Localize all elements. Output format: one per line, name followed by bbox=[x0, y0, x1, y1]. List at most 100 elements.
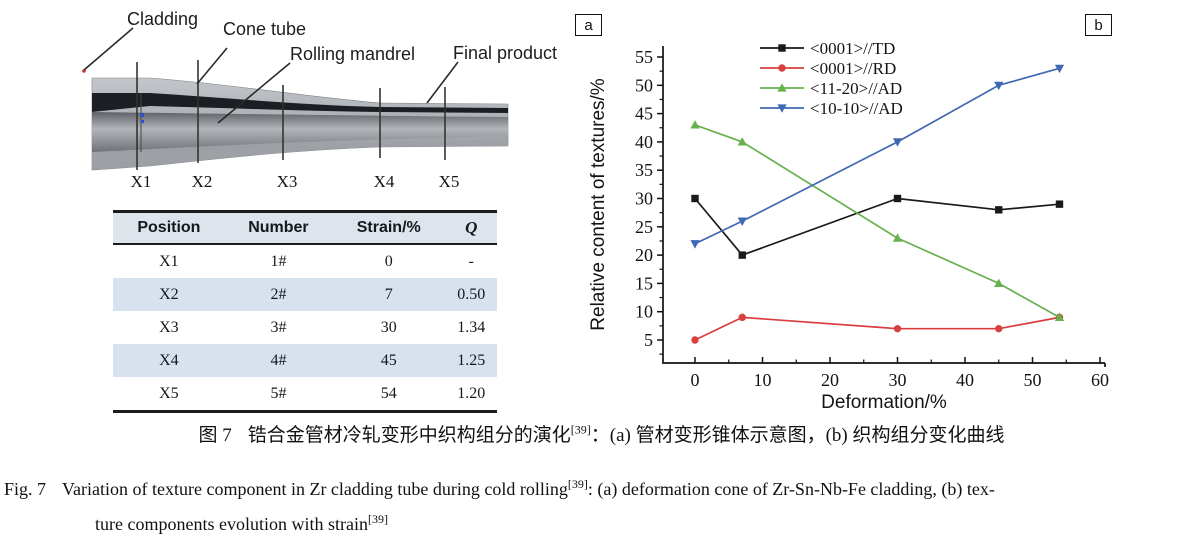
data-point-marker bbox=[690, 120, 700, 129]
caption-en-line2-text: ture components evolution with strain bbox=[95, 514, 368, 534]
caption-en-part2: : (a) deformation cone of Zr-Sn-Nb-Fe cl… bbox=[587, 479, 995, 499]
table-cell: 3# bbox=[270, 318, 287, 336]
y-tick-label: 15 bbox=[635, 273, 653, 293]
position-label-x5: X5 bbox=[439, 172, 460, 191]
table-cell: 7 bbox=[332, 278, 446, 311]
panel-a-letter: a bbox=[575, 14, 602, 36]
rolling-mandrel-shaft bbox=[92, 112, 508, 152]
position-label-x1: X1 bbox=[131, 172, 152, 191]
texture-content-chart: 0 10 20 30 40 50 60 5 10 15 20 25 30 35 40 45 50 55 Deform… bbox=[590, 39, 1109, 413]
caption-zh-fig: 图 7 bbox=[198, 425, 232, 446]
caption-en-line1: Fig. 7 Variation of texture component in … bbox=[4, 477, 995, 500]
caption-en-fig: Fig. 7 bbox=[4, 479, 47, 499]
data-point-marker bbox=[1054, 312, 1065, 321]
table-cell: 4# bbox=[224, 344, 333, 377]
cone-tube-leader-line bbox=[196, 47, 228, 85]
position-label-x2: X2 bbox=[192, 172, 213, 191]
data-point-marker bbox=[892, 233, 903, 242]
y-axis-title: Relative content of textures/% bbox=[590, 78, 609, 331]
tube-lower-wall bbox=[92, 141, 508, 170]
col-header-strain: Strain/% bbox=[332, 211, 446, 245]
y-tick-label: 45 bbox=[635, 104, 653, 124]
table-cell: X1 bbox=[159, 252, 179, 270]
data-point-marker bbox=[893, 324, 902, 333]
y-tick-label: 5 bbox=[644, 330, 653, 350]
y-tick-label: 30 bbox=[635, 189, 653, 209]
legend-marker bbox=[777, 83, 787, 92]
cone-tube-label: Cone tube bbox=[223, 19, 307, 39]
x-tick-label: 20 bbox=[821, 370, 839, 390]
data-point-marker bbox=[691, 336, 699, 344]
panel-b-letter: b bbox=[1085, 14, 1112, 36]
table-cell: 0.50 bbox=[445, 278, 497, 311]
table-cell: X3 bbox=[159, 318, 179, 336]
data-point-marker bbox=[892, 138, 903, 147]
cladding-label: Cladding bbox=[127, 9, 199, 29]
legend-label: <0001>//RD bbox=[810, 59, 896, 78]
caption-en-line2: ture components evolution with strain[39… bbox=[95, 512, 388, 535]
legend-label: <10-10>//AD bbox=[810, 99, 903, 118]
position-label-x4: X4 bbox=[374, 172, 395, 191]
table-cell: 54 bbox=[380, 384, 397, 402]
caption-en-ref1: [39] bbox=[567, 477, 588, 491]
y-tick-label: 25 bbox=[635, 217, 653, 237]
legend-label: <0001>//TD bbox=[810, 39, 895, 58]
table-cell: 1.34 bbox=[457, 318, 486, 336]
table-row-x3: X3 3# 30 1.34 bbox=[113, 311, 497, 344]
x-tick-label: 0 bbox=[691, 370, 700, 390]
caption-zh-text: 锆合金管材冷轧变形中织构组分的演化 bbox=[247, 425, 571, 446]
caption-zh: 图 7 锆合金管材冷轧变形中织构组分的演化[39]：(a) 管材变形锥体示意图，(… bbox=[0, 420, 1203, 447]
data-point-marker bbox=[738, 251, 746, 259]
strain-table: Position Number Strain/% Q X1 1# 0- X2 2# 7 0.50 X… bbox=[113, 210, 497, 413]
table-cell: 30 bbox=[380, 318, 397, 336]
data-point-marker bbox=[738, 313, 746, 322]
rolling-mandrel-label: Rolling mandrel bbox=[290, 44, 416, 64]
position-label-x3: X3 bbox=[277, 172, 298, 191]
table-cell: X2 bbox=[113, 278, 225, 311]
table-row-x4: X4 4# 45 1.25 bbox=[113, 344, 497, 377]
table-row-x2: X2 2# 7 0.50 bbox=[113, 278, 497, 311]
data-point-marker bbox=[994, 81, 1004, 91]
legend-marker bbox=[778, 44, 786, 52]
y-tick-label: 10 bbox=[635, 302, 653, 322]
x-tick-label: 40 bbox=[956, 370, 974, 390]
series-line bbox=[694, 316, 1060, 341]
data-point-marker bbox=[691, 194, 699, 203]
col-header-position: Position bbox=[113, 211, 225, 245]
table-cell: 2# bbox=[224, 278, 333, 311]
col-header-number: Number bbox=[224, 211, 333, 245]
series-line bbox=[694, 124, 1060, 319]
blue-axis-mark bbox=[141, 113, 144, 117]
x-tick-label: 30 bbox=[889, 370, 907, 390]
data-point-marker bbox=[994, 278, 1004, 287]
table-cell: 1.25 bbox=[445, 344, 497, 377]
x-tick-label: 60 bbox=[1091, 370, 1109, 390]
data-point-marker bbox=[737, 137, 747, 146]
data-point-marker bbox=[995, 324, 1003, 333]
caption-zh-ref: [39] bbox=[570, 422, 591, 437]
table-header-row: Position Number Strain/% Q bbox=[113, 211, 497, 245]
caption-en-ref2: [39] bbox=[367, 512, 388, 526]
x-axis-title: Deformation/% bbox=[821, 392, 947, 413]
axes bbox=[662, 46, 1105, 364]
legend-label: <11-20>//AD bbox=[810, 79, 902, 98]
table-row-x1: X1 1# 0 - bbox=[113, 244, 497, 278]
table-cell: 5# bbox=[270, 384, 287, 402]
table-row-x5: X5 5# 54 1.20 bbox=[113, 377, 497, 412]
data-point-marker bbox=[1054, 64, 1065, 74]
y-tick-label: 35 bbox=[635, 160, 653, 180]
table-cell: - bbox=[468, 252, 474, 270]
y-tick-label: 40 bbox=[635, 132, 653, 152]
table-cell: 1.20 bbox=[457, 384, 486, 402]
tube-bore-shadow bbox=[92, 93, 508, 113]
data-point-marker bbox=[893, 194, 902, 203]
data-point-marker bbox=[995, 206, 1003, 214]
caption-zh-rest: ：(a) 管材变形锥体示意图，(b) 织构组分变化曲线 bbox=[590, 425, 1005, 446]
legend-marker bbox=[777, 104, 787, 113]
legend-marker bbox=[778, 64, 786, 72]
table-cell: 45 bbox=[332, 344, 446, 377]
data-point-marker bbox=[737, 217, 747, 226]
final-product-label: Final product bbox=[453, 43, 558, 63]
series-line bbox=[694, 197, 1060, 257]
